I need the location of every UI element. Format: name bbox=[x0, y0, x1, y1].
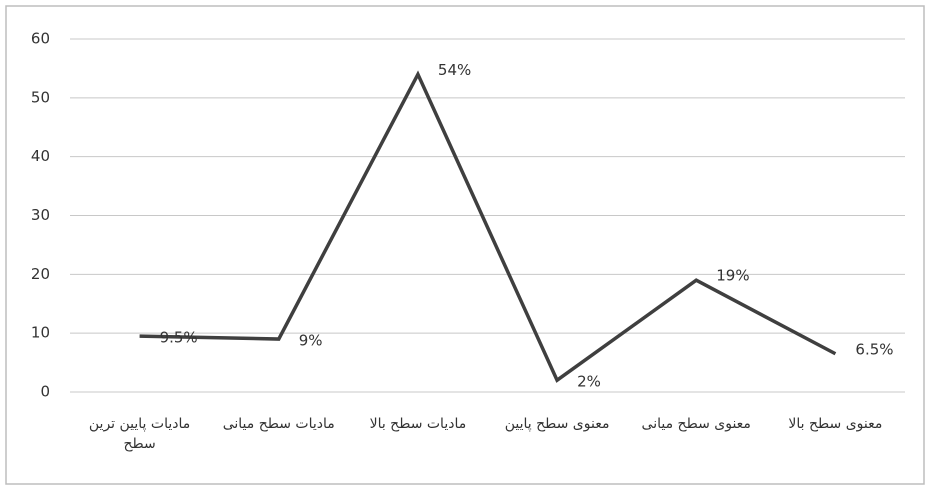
x-tick-label: معنوی سطح پایین bbox=[492, 414, 623, 434]
x-tick-label: معنوی سطح میانی bbox=[631, 414, 762, 434]
y-tick-label: 50 bbox=[31, 88, 50, 106]
data-label: 9.5% bbox=[160, 329, 198, 347]
x-tick-label: مادیات سطح میانی bbox=[213, 414, 344, 434]
data-label: 54% bbox=[438, 61, 471, 79]
y-tick-label: 40 bbox=[31, 147, 50, 165]
x-tick-label: معنوی سطح بالا bbox=[770, 414, 901, 434]
y-tick-label: 0 bbox=[40, 383, 50, 401]
data-label: 6.5% bbox=[855, 340, 893, 358]
x-tick-label: مادیات سطح بالا bbox=[352, 414, 483, 434]
y-tick-label: 60 bbox=[31, 30, 50, 48]
data-label: 9% bbox=[299, 332, 323, 350]
y-tick-label: 20 bbox=[31, 265, 50, 283]
chart-container: 0 10 20 30 40 50 60 9.5% 9% 54% 2% 19% 6.5% مادیات پ… bbox=[0, 0, 931, 491]
data-label: 2% bbox=[577, 373, 601, 391]
data-label: 19% bbox=[716, 267, 749, 285]
x-tick-label: مادیات پایین ترین سطح bbox=[74, 414, 205, 454]
y-tick-label: 10 bbox=[31, 324, 50, 342]
y-tick-label: 30 bbox=[31, 206, 50, 224]
